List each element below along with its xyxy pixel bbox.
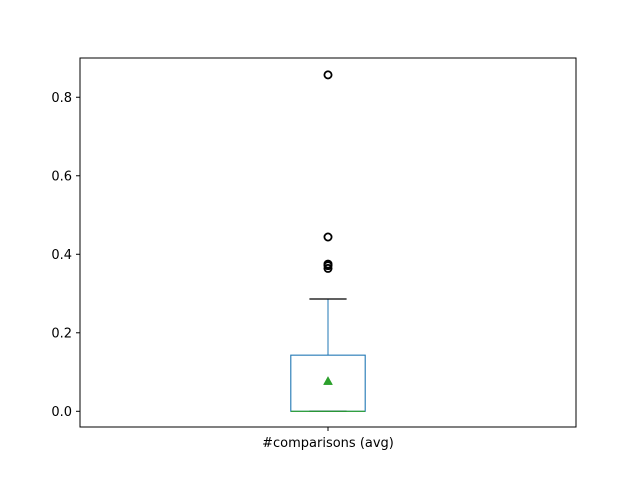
y-axis: 0.0 0.2 0.4 0.6 0.8: [51, 91, 80, 420]
outlier-point: [323, 232, 333, 242]
plot-frame: [79, 57, 577, 428]
x-axis: #comparisons (avg): [262, 427, 394, 451]
y-tick-label: 0.4: [51, 248, 72, 263]
y-tick-label: 0.0: [51, 405, 72, 420]
y-tick-label: 0.6: [51, 169, 72, 184]
box-series: [290, 70, 366, 412]
plot-area: [80, 58, 576, 427]
outlier-point: [323, 259, 333, 269]
x-tick-label: #comparisons (avg): [262, 436, 394, 451]
outlier-point: [323, 70, 333, 80]
y-tick-label: 0.2: [51, 326, 72, 341]
y-tick-label: 0.8: [51, 91, 72, 106]
mean-marker: [323, 376, 333, 385]
outlier-point: [323, 263, 333, 273]
